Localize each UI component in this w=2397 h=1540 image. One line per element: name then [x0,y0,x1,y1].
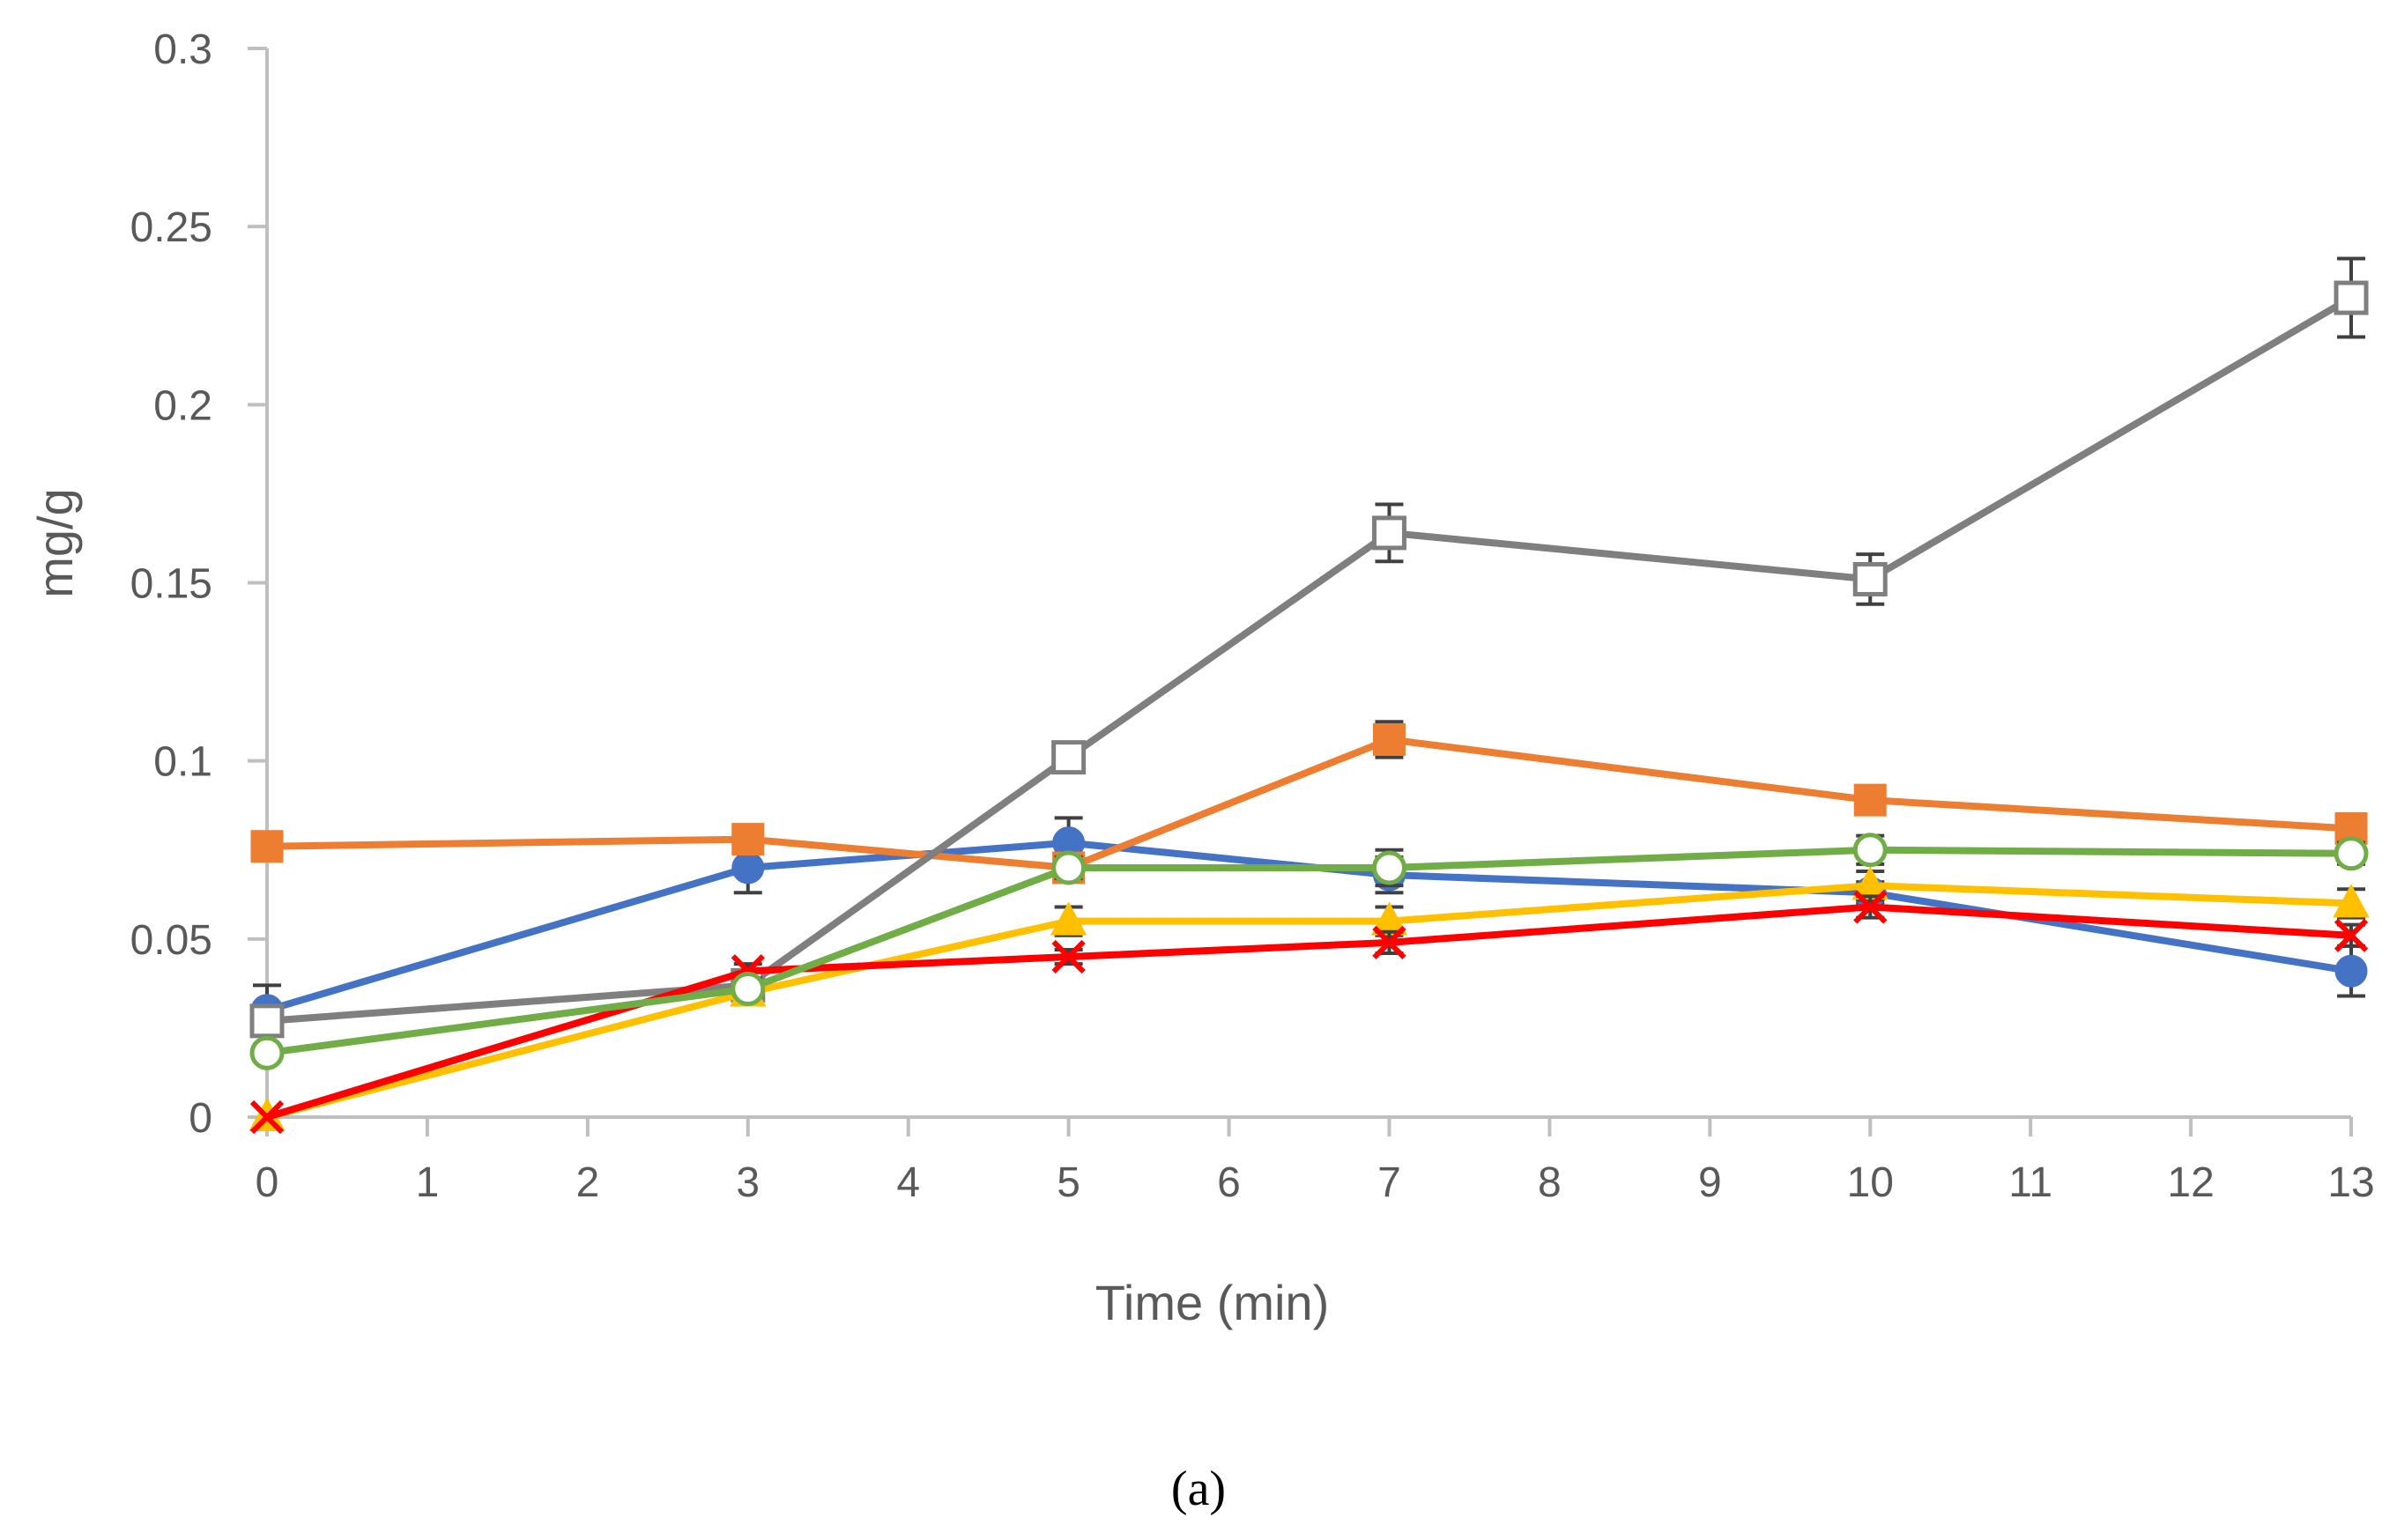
data-point [249,1099,285,1135]
x-tick-label: 11 [2008,1159,2052,1206]
data-point [1853,783,1887,817]
y-tick-label: 0.25 [130,204,212,251]
data-point [1051,939,1086,974]
data-point [731,851,765,885]
x-tick-label: 12 [2167,1159,2214,1206]
data-point [1051,850,1087,885]
x-tick-label: 0 [256,1159,279,1206]
data-point [2334,918,2369,952]
data-point [249,1035,285,1070]
x-tick-label: 8 [1538,1159,1562,1206]
series-layer [249,256,2370,1135]
series-blue [250,816,2368,1038]
series-gray [249,256,2369,1039]
x-tick-label: 6 [1217,1159,1241,1206]
y-tick-label: 0.15 [130,561,212,608]
x-axis-ticks: 0 1 2 3 4 5 6 7 8 9 10 11 12 13 [256,1117,2375,1206]
y-axis-title: mg/g [27,488,83,598]
data-point [2334,280,2369,315]
y-tick-label: 0.2 [153,382,212,429]
x-tick-label: 3 [736,1159,760,1206]
x-tick-label: 5 [1057,1159,1080,1206]
series-line [263,839,2355,1014]
data-point [731,823,765,856]
series-line [263,736,2355,871]
data-point [1372,722,1406,756]
series-line [263,846,2355,1057]
data-point [1371,850,1406,885]
x-axis-title: Time (min) [1095,1275,1329,1330]
data-point [249,1003,285,1039]
data-point [1852,833,1888,868]
series-line [263,882,2355,1121]
x-tick-label: 9 [1698,1159,1722,1206]
y-tick-label: 0.3 [153,26,212,73]
x-tick-label: 7 [1377,1159,1401,1206]
panel-label: (a) [1171,1462,1226,1516]
x-tick-label: 2 [575,1159,599,1206]
x-tick-label: 4 [896,1159,920,1206]
data-point [1853,890,1888,924]
data-point [1051,740,1087,775]
data-point [1371,515,1406,551]
y-tick-label: 0.1 [153,739,212,786]
data-point [2333,884,2370,918]
series-green [249,833,2369,1070]
series-line [263,294,2355,1025]
data-point [731,971,766,1006]
x-tick-label: 10 [1847,1159,1894,1206]
data-point [2334,836,2369,871]
data-point [2334,954,2368,988]
x-tick-label: 13 [2327,1159,2374,1206]
x-tick-label: 1 [416,1159,440,1206]
y-tick-label: 0.05 [130,917,212,964]
y-axis-ticks: 0 0.05 0.1 0.15 0.2 0.25 0.3 [130,26,267,1142]
y-tick-label: 0 [189,1095,212,1142]
series-orange [250,720,2368,885]
data-point [1372,925,1406,960]
series-line [263,903,2355,1121]
data-point [250,830,284,863]
data-point [1852,561,1888,596]
data-point [1050,901,1087,936]
